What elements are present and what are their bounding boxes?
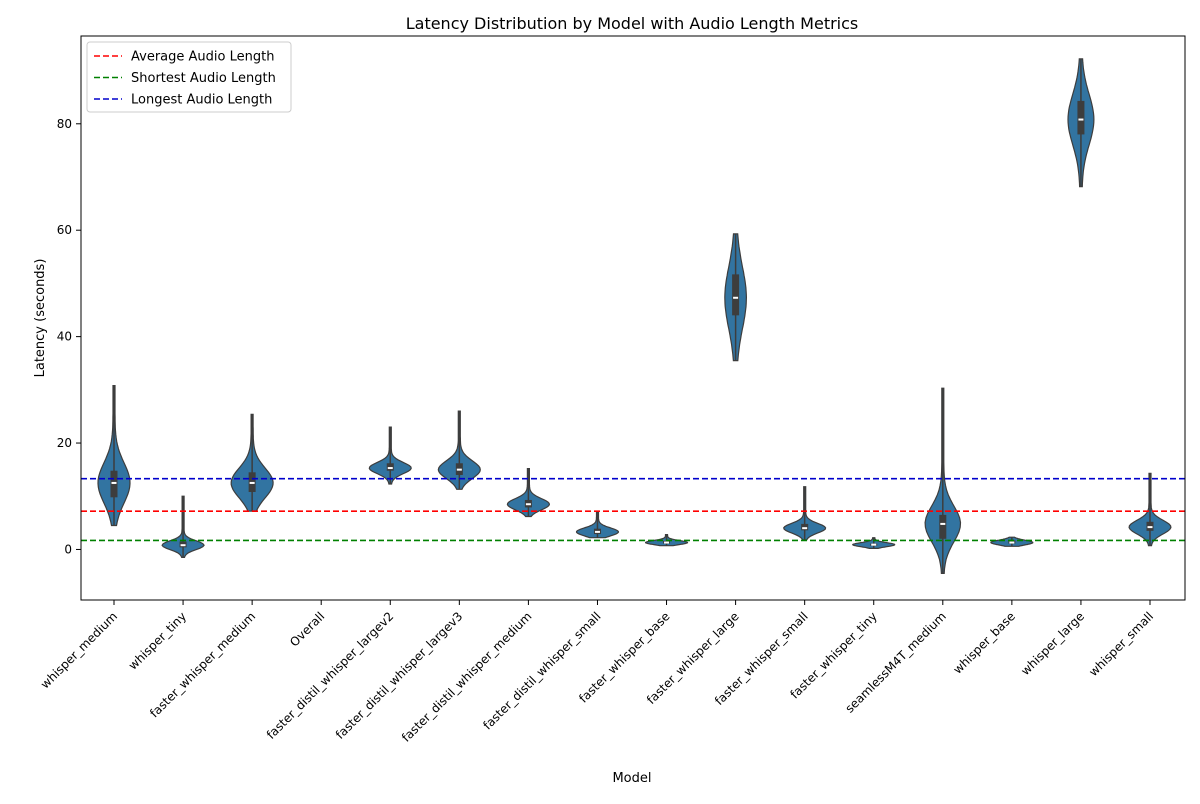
iqr-box <box>386 463 394 471</box>
reference-lines-group <box>81 477 1185 542</box>
x-tick-label: Overall <box>287 609 327 649</box>
x-tick-label: faster_distil_whisper_medium <box>399 609 535 745</box>
x-axis: whisper_medium whisper_tinyfaster_whisper… <box>38 600 1156 745</box>
x-tick-label: faster_distil_whisper_small <box>480 609 603 732</box>
x-tick-label: whisper_large <box>1018 609 1087 678</box>
legend-label: Average Audio Length <box>131 50 274 65</box>
chart-title: Latency Distribution by Model with Audio… <box>406 14 859 33</box>
iqr-box <box>1077 100 1085 135</box>
x-tick-label: faster_distil_whisper_largev3 <box>333 609 466 742</box>
y-tick-label: 40 <box>57 330 72 344</box>
iqr-box <box>939 514 947 539</box>
y-tick-label: 20 <box>57 436 72 450</box>
violins-group <box>97 58 1172 574</box>
x-axis-label: Model <box>612 771 651 786</box>
y-tick-label: 80 <box>57 117 72 131</box>
legend: Average Audio Length Shortest Audio Lengt… <box>86 41 292 113</box>
y-axis-label: Latency (seconds) <box>33 259 48 378</box>
x-tick-label: faster_distil_whisper_largev2 <box>264 609 397 742</box>
iqr-box <box>110 470 118 498</box>
legend-label: Shortest Audio Length <box>131 71 276 86</box>
x-tick-label: whisper_tiny <box>126 609 189 672</box>
y-tick-label: 60 <box>57 223 72 237</box>
plot-frame <box>80 35 1186 601</box>
x-tick-label: whisper_medium <box>38 609 120 691</box>
legend-frame <box>86 41 292 113</box>
x-tick-label: whisper_small <box>1086 609 1156 679</box>
iqr-box <box>801 523 809 531</box>
x-tick-label: whisper_base <box>950 609 1018 677</box>
y-axis: 0 20 40 60 80 <box>57 117 81 556</box>
boxes-group <box>110 58 1154 574</box>
iqr-box <box>732 274 740 316</box>
legend-label: Longest Audio Length <box>131 93 272 108</box>
y-tick-label: 0 <box>64 542 72 556</box>
